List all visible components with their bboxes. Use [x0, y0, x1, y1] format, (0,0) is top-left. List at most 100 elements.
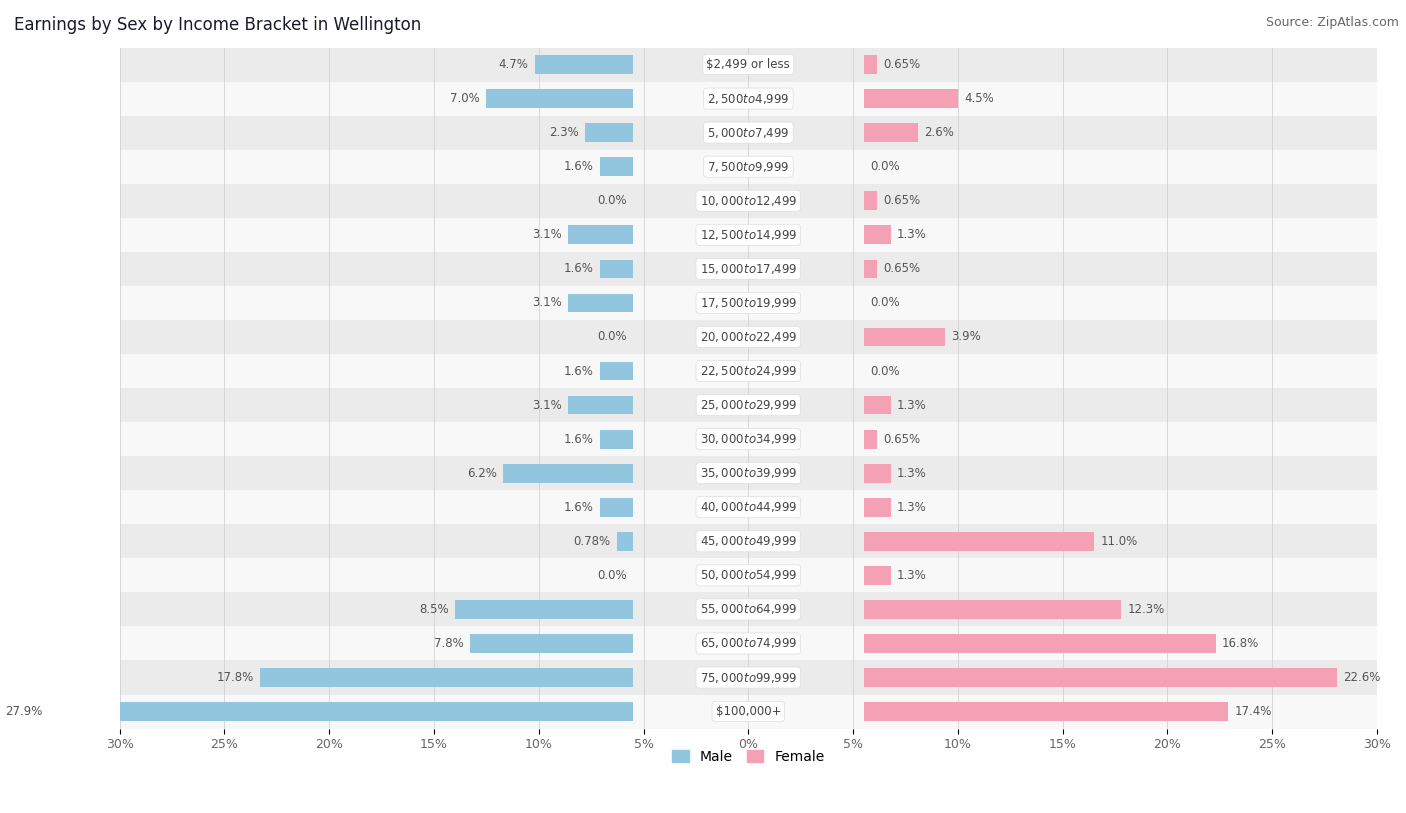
Text: $45,000 to $49,999: $45,000 to $49,999 — [700, 534, 797, 548]
Text: 6.2%: 6.2% — [467, 467, 496, 480]
Bar — [599, 430, 633, 449]
Bar — [120, 388, 1376, 422]
Bar — [120, 184, 1376, 218]
Text: 1.6%: 1.6% — [564, 263, 593, 276]
Bar — [260, 668, 633, 687]
Bar — [120, 627, 1376, 660]
Text: 0.78%: 0.78% — [574, 535, 610, 548]
Bar — [863, 225, 891, 244]
Text: 1.6%: 1.6% — [564, 160, 593, 173]
Bar — [568, 396, 633, 415]
Bar — [863, 55, 877, 74]
Text: 1.6%: 1.6% — [564, 364, 593, 377]
Text: 17.8%: 17.8% — [217, 671, 253, 684]
Text: 16.8%: 16.8% — [1222, 637, 1260, 650]
Text: $17,500 to $19,999: $17,500 to $19,999 — [700, 296, 797, 310]
Text: 0.0%: 0.0% — [598, 569, 627, 582]
Text: 3.1%: 3.1% — [531, 228, 562, 241]
Bar — [863, 430, 877, 449]
Bar — [120, 286, 1376, 320]
Bar — [863, 464, 891, 483]
Bar — [120, 490, 1376, 524]
Text: 0.65%: 0.65% — [883, 433, 921, 446]
Text: $7,500 to $9,999: $7,500 to $9,999 — [707, 159, 790, 174]
Bar — [120, 524, 1376, 559]
Bar — [48, 702, 633, 721]
Text: $10,000 to $12,499: $10,000 to $12,499 — [700, 193, 797, 208]
Bar — [585, 124, 633, 142]
Text: $12,500 to $14,999: $12,500 to $14,999 — [700, 228, 797, 241]
Bar — [486, 89, 633, 108]
Text: $75,000 to $99,999: $75,000 to $99,999 — [700, 671, 797, 685]
Text: 8.5%: 8.5% — [419, 603, 449, 616]
Text: $22,500 to $24,999: $22,500 to $24,999 — [700, 364, 797, 378]
Text: 4.7%: 4.7% — [498, 58, 529, 71]
Bar — [599, 498, 633, 516]
Text: 11.0%: 11.0% — [1101, 535, 1137, 548]
Bar — [120, 150, 1376, 184]
Bar — [568, 293, 633, 312]
Text: 1.3%: 1.3% — [897, 467, 927, 480]
Text: 1.3%: 1.3% — [897, 569, 927, 582]
Text: 0.0%: 0.0% — [870, 160, 900, 173]
Text: 0.65%: 0.65% — [883, 58, 921, 71]
Text: 7.0%: 7.0% — [450, 92, 479, 105]
Bar — [470, 634, 633, 653]
Text: $40,000 to $44,999: $40,000 to $44,999 — [700, 500, 797, 515]
Bar — [863, 396, 891, 415]
Text: $25,000 to $29,999: $25,000 to $29,999 — [700, 398, 797, 412]
Bar — [599, 158, 633, 176]
Bar — [863, 566, 891, 585]
Text: 0.0%: 0.0% — [870, 297, 900, 310]
Bar — [120, 115, 1376, 150]
Bar — [120, 354, 1376, 388]
Text: $50,000 to $54,999: $50,000 to $54,999 — [700, 568, 797, 582]
Text: $55,000 to $64,999: $55,000 to $64,999 — [700, 602, 797, 616]
Bar — [863, 600, 1122, 619]
Bar — [863, 532, 1094, 550]
Text: $30,000 to $34,999: $30,000 to $34,999 — [700, 433, 797, 446]
Bar — [120, 422, 1376, 456]
Bar — [599, 259, 633, 278]
Bar — [863, 668, 1337, 687]
Bar — [863, 702, 1229, 721]
Text: $2,500 to $4,999: $2,500 to $4,999 — [707, 92, 790, 106]
Bar — [599, 362, 633, 380]
Bar — [863, 259, 877, 278]
Text: 1.6%: 1.6% — [564, 433, 593, 446]
Text: $5,000 to $7,499: $5,000 to $7,499 — [707, 126, 790, 140]
Bar — [863, 634, 1216, 653]
Legend: Male, Female: Male, Female — [666, 744, 830, 769]
Text: 1.3%: 1.3% — [897, 228, 927, 241]
Bar — [863, 328, 945, 346]
Text: 0.65%: 0.65% — [883, 263, 921, 276]
Text: 12.3%: 12.3% — [1128, 603, 1166, 616]
Bar — [456, 600, 633, 619]
Bar — [120, 218, 1376, 252]
Bar — [120, 81, 1376, 115]
Text: 27.9%: 27.9% — [4, 705, 42, 718]
Text: 3.9%: 3.9% — [952, 330, 981, 343]
Text: 2.3%: 2.3% — [548, 126, 578, 139]
Bar — [120, 456, 1376, 490]
Text: 0.65%: 0.65% — [883, 194, 921, 207]
Bar — [534, 55, 633, 74]
Bar — [617, 532, 633, 550]
Text: 1.6%: 1.6% — [564, 501, 593, 514]
Text: 1.3%: 1.3% — [897, 501, 927, 514]
Text: 0.0%: 0.0% — [598, 194, 627, 207]
Bar — [568, 225, 633, 244]
Text: 17.4%: 17.4% — [1234, 705, 1272, 718]
Text: 3.1%: 3.1% — [531, 297, 562, 310]
Text: 0.0%: 0.0% — [598, 330, 627, 343]
Bar — [120, 252, 1376, 286]
Bar — [503, 464, 633, 483]
Text: 22.6%: 22.6% — [1344, 671, 1381, 684]
Bar — [120, 320, 1376, 354]
Text: Earnings by Sex by Income Bracket in Wellington: Earnings by Sex by Income Bracket in Wel… — [14, 16, 422, 34]
Text: 1.3%: 1.3% — [897, 398, 927, 411]
Text: $35,000 to $39,999: $35,000 to $39,999 — [700, 466, 797, 480]
Bar — [120, 593, 1376, 627]
Bar — [120, 660, 1376, 694]
Bar — [863, 89, 957, 108]
